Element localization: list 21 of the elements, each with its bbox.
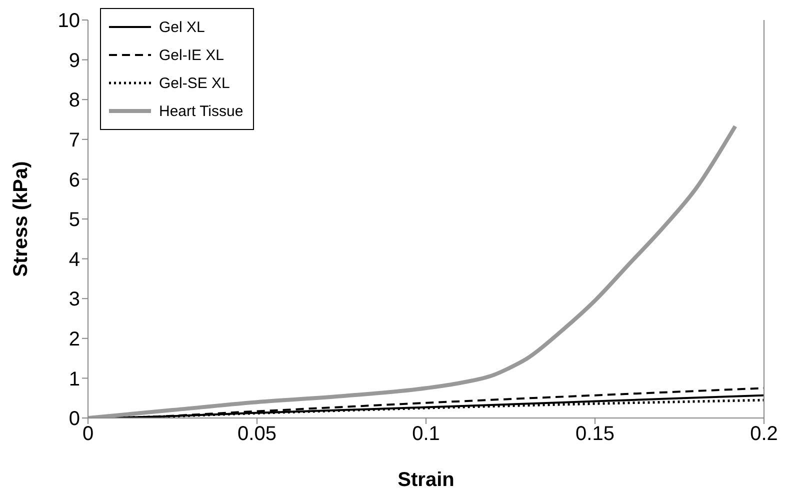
y-axis-title: Stress (kPa) [10, 161, 32, 277]
y-tick-label: 5 [68, 209, 80, 232]
x-axis-title: Strain [398, 469, 454, 491]
y-tick-label: 2 [68, 328, 80, 350]
y-tick-label: 8 [68, 90, 80, 112]
y-tick-label: 6 [68, 169, 80, 192]
legend-label: Gel-IE XL [159, 46, 224, 64]
legend-label: Gel XL [159, 18, 205, 36]
y-tick-label: 0 [68, 408, 80, 430]
legend-label: Gel-SE XL [159, 74, 230, 92]
y-tick-label: 7 [68, 130, 80, 152]
y-tick-label: 10 [58, 10, 80, 32]
legend-label: Heart Tissue [159, 102, 244, 120]
y-tick-label: 4 [68, 248, 80, 271]
y-tick-label: 3 [68, 288, 80, 311]
x-tick-label: 0.1 [412, 423, 440, 446]
y-tick-label: 9 [68, 50, 80, 72]
x-tick-label: 0.2 [750, 423, 778, 446]
y-tick-label: 1 [68, 368, 80, 390]
x-tick-label: 0.05 [238, 423, 276, 446]
x-tick-label: 0.15 [576, 423, 614, 446]
